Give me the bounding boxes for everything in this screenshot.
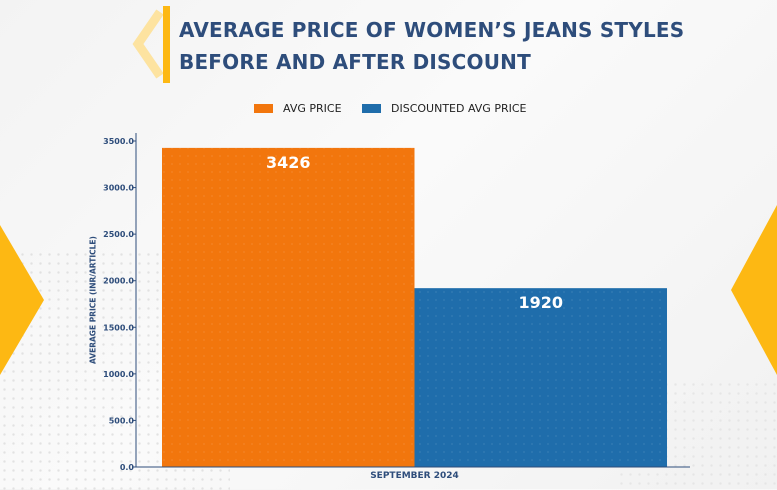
- title-accent-bar: [163, 6, 170, 83]
- chart-title: AVERAGE PRICE OF WOMEN’S JEANS STYLES BE…: [179, 14, 699, 78]
- x-tick-label: SEPTEMBER 2024: [370, 471, 459, 481]
- y-tick-label: 2000.0: [103, 277, 134, 286]
- legend-swatch-discounted-avg-price: [362, 104, 381, 113]
- y-tick-label: 1000.0: [103, 370, 134, 379]
- bar-texture-avg-price: [162, 147, 415, 467]
- chart-title-line-2: BEFORE AND AFTER DISCOUNT: [179, 50, 531, 74]
- legend-item-avg-price: AVG PRICE: [254, 102, 342, 115]
- bar-texture-discounted-avg-price: [414, 288, 667, 467]
- y-tick-label: 1500.0: [103, 323, 134, 332]
- chart-title-line-1: AVERAGE PRICE OF WOMEN’S JEANS STYLES: [179, 18, 685, 42]
- chart-legend: AVG PRICE DISCOUNTED AVG PRICE: [0, 102, 777, 120]
- y-tick-label: 500.0: [109, 416, 135, 425]
- legend-item-discounted-avg-price: DISCOUNTED AVG PRICE: [362, 102, 526, 115]
- data-label-avg-price: 3426: [266, 153, 311, 172]
- y-tick-label: 3500.0: [103, 137, 134, 146]
- decorative-left-chevron: [0, 225, 44, 375]
- y-tick-label: 3000.0: [103, 184, 134, 193]
- title-chevron-icon: [132, 9, 164, 79]
- y-tick-label: 0.0: [120, 463, 135, 472]
- decorative-right-chevron: [731, 205, 777, 375]
- legend-label-avg-price: AVG PRICE: [283, 102, 342, 115]
- legend-label-discounted-avg-price: DISCOUNTED AVG PRICE: [391, 102, 527, 115]
- legend-swatch-avg-price: [254, 104, 273, 113]
- y-tick-label: 2500.0: [103, 230, 134, 239]
- data-label-discounted-avg-price: 1920: [518, 293, 563, 312]
